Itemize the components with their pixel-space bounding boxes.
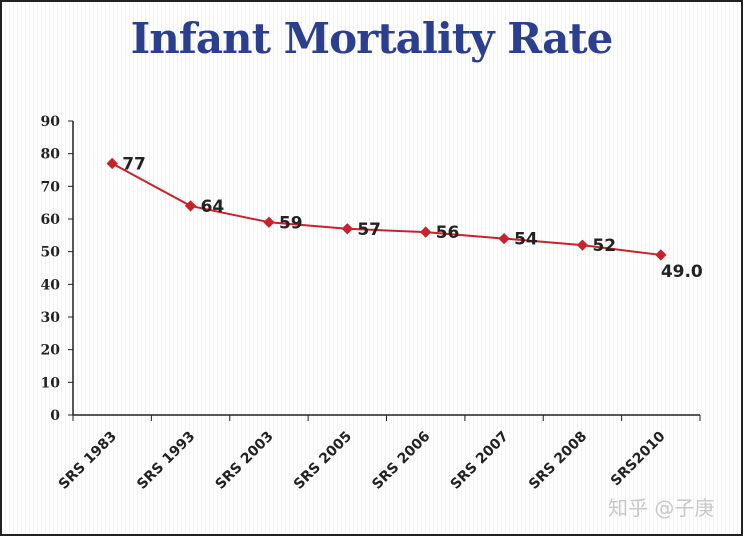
data-point (576, 239, 589, 251)
watermark: 知乎 @子庚 (608, 496, 715, 520)
y-tick-label: 10 (41, 375, 61, 391)
x-tick-label: SRS 2007 (448, 429, 512, 493)
x-tick-label: SRS 2008 (526, 429, 590, 493)
data-label: 49.0 (661, 262, 703, 282)
y-tick-label: 20 (41, 343, 61, 359)
y-tick-label: 80 (41, 147, 61, 163)
data-label: 77 (122, 154, 146, 174)
data-point (655, 249, 667, 261)
data-label: 59 (279, 213, 303, 233)
y-tick-label: 60 (41, 212, 61, 228)
y-tick-label: 90 (41, 114, 61, 130)
data-label: 54 (514, 230, 538, 250)
x-tick-label: SRS 1983 (56, 429, 120, 493)
y-tick-label: 50 (41, 245, 61, 261)
data-label: 57 (357, 220, 381, 240)
data-point (498, 232, 510, 245)
data-point (106, 157, 118, 170)
data-point (263, 216, 275, 228)
y-tick-label: 40 (41, 277, 61, 293)
data-point (184, 200, 197, 212)
data-label: 56 (436, 223, 460, 243)
data-point (341, 223, 353, 235)
data-label: 52 (592, 236, 616, 256)
x-tick-label: SRS 2005 (291, 429, 355, 493)
data-point (420, 226, 432, 238)
data-label: 64 (201, 197, 225, 217)
x-tick-label: SRS2010 (608, 428, 669, 489)
y-tick-label: 70 (41, 179, 61, 195)
x-tick-label: SRS 1993 (134, 429, 198, 493)
chart-title: Infant Mortality Rate (130, 14, 614, 63)
x-tick-label: SRS 2006 (369, 429, 433, 493)
y-tick-label: 30 (41, 310, 61, 326)
series-line (111, 162, 661, 256)
x-tick-label: SRS 2003 (213, 429, 277, 493)
y-tick-label: 0 (50, 408, 60, 424)
